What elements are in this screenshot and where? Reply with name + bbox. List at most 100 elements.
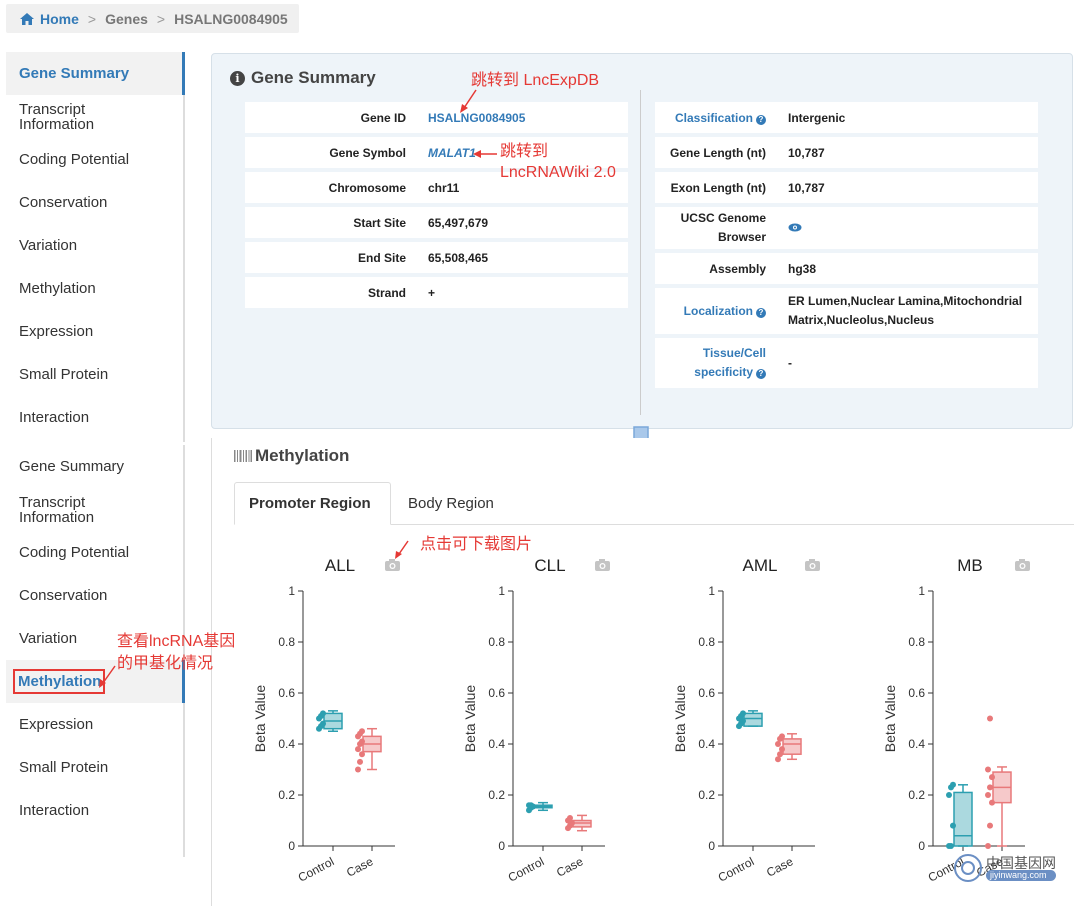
sidebar-item-transcript-information[interactable]: Transcript Information — [19, 493, 95, 526]
x-tick-label: Case — [344, 854, 376, 880]
annotation-methylation-2: 的甲基化情况 — [117, 655, 214, 672]
chart-aml: AML 0 0.2 0.4 0.6 0.8 1 Beta Value Control Case — [672, 556, 820, 885]
data-point — [989, 799, 995, 806]
summary-key: Chromosome — [328, 180, 406, 195]
sidebar-item-gene-summary[interactable]: Gene Summary — [6, 52, 185, 95]
data-point — [987, 715, 993, 722]
data-point — [987, 784, 993, 791]
breadcrumb-genes[interactable]: Genes — [105, 10, 148, 27]
summary-value: hg38 — [788, 261, 817, 276]
data-point — [948, 843, 954, 849]
y-tick-label: 0 — [498, 839, 505, 853]
y-tick-label: 0.4 — [698, 737, 715, 751]
x-tick-label: Control — [506, 854, 547, 885]
summary-value: 65,508,465 — [428, 250, 489, 265]
tab-promoter-region[interactable]: Promoter Region — [234, 482, 391, 525]
y-tick-label: 0.4 — [908, 737, 925, 751]
y-tick-label: 0.2 — [908, 788, 925, 802]
sidebar-item-conservation[interactable]: Conservation — [19, 194, 108, 211]
sidebar-item-interaction[interactable]: Interaction — [19, 802, 90, 819]
annotation-lncexpdb: 跳转到 LncExpDB — [471, 72, 600, 89]
breadcrumb-current: HSALNG0084905 — [174, 10, 288, 27]
y-tick-label: 0 — [918, 839, 925, 853]
sidebar-item-methylation[interactable]: Methylation — [6, 660, 185, 703]
sidebar-item-variation[interactable]: Variation — [19, 630, 78, 647]
data-point — [359, 738, 365, 745]
sidebar-item-expression[interactable]: Expression — [19, 716, 94, 733]
camera-icon[interactable] — [385, 559, 400, 571]
y-tick-label: 1 — [498, 584, 505, 598]
sidebar-item-interaction[interactable]: Interaction — [19, 409, 90, 426]
chart-cll: CLL 0 0.2 0.4 0.6 0.8 1 Beta Value Control Case — [462, 556, 610, 885]
sidebar-item-expression[interactable]: Expression — [19, 323, 94, 340]
box-case — [362, 727, 382, 771]
watermark-url: jiyinwang.com — [986, 869, 1056, 881]
summary-row: Localization? ER Lumen,Nuclear Lamina,Mit… — [655, 288, 1038, 334]
sidebar-item-small-protein[interactable]: Small Protein — [19, 366, 109, 383]
sidebar-item-conservation[interactable]: Conservation — [19, 587, 108, 604]
summary-value[interactable]: MALAT1 — [428, 145, 476, 160]
sidebar-item-gene-summary[interactable]: Gene Summary — [19, 458, 125, 475]
y-tick-label: 0.4 — [488, 737, 505, 751]
y-tick-label: 0.8 — [698, 635, 715, 649]
summary-value: 10,787 — [788, 180, 825, 195]
summary-row: Chromosome chr11 — [245, 172, 628, 203]
y-tick-label: 0 — [288, 839, 295, 853]
chart-title: ALL — [325, 556, 355, 575]
sidebar-item-methylation[interactable]: Methylation — [19, 280, 96, 297]
methylation-panel: Methylation Promoter Region Body Region — [211, 438, 1074, 906]
data-point — [779, 733, 785, 740]
annotation-arrow — [473, 150, 497, 158]
methylation-highlight: Methylation — [13, 669, 106, 694]
box-case — [992, 766, 1012, 847]
summary-row: End Site 65,508,465 — [245, 242, 628, 273]
data-point — [320, 720, 326, 727]
data-point — [950, 781, 956, 788]
sidebar-item-variation[interactable]: Variation — [19, 237, 78, 254]
box-control — [323, 710, 343, 732]
sidebar-item-transcript-information[interactable]: Transcript Information — [19, 100, 95, 133]
eye-icon[interactable] — [788, 223, 802, 232]
help-icon[interactable]: ? — [756, 114, 766, 125]
summary-value[interactable]: HSALNG0084905 — [428, 110, 526, 125]
y-tick-label: 0.4 — [278, 737, 295, 751]
sidebar-item-small-protein[interactable]: Small Protein — [19, 759, 109, 776]
data-point — [946, 792, 952, 798]
help-icon[interactable]: ? — [756, 369, 766, 379]
summary-key: Classification? — [655, 111, 780, 125]
camera-icon[interactable] — [1015, 559, 1030, 571]
camera-icon[interactable] — [595, 559, 610, 571]
watermark: 中国基因网 jiyinwang.com — [953, 850, 1071, 886]
y-tick-label: 1 — [708, 584, 715, 598]
sidebar-item-coding-potential[interactable]: Coding Potential — [19, 544, 130, 561]
tab-body-region[interactable]: Body Region — [408, 495, 494, 512]
y-tick-label: 0.6 — [698, 686, 715, 700]
help-icon[interactable]: ? — [756, 308, 766, 318]
home-icon — [20, 12, 34, 25]
camera-icon[interactable] — [805, 559, 820, 571]
summary-key: Tissue/Cell specificity? — [694, 346, 766, 379]
summary-key: Exon Length (nt) — [670, 180, 766, 195]
divider — [640, 90, 641, 415]
summary-key: Start Site — [353, 215, 406, 230]
summary-row: Gene Symbol MALAT1 — [245, 137, 628, 168]
summary-value: 65,497,679 — [428, 215, 489, 230]
y-tick-label: 0 — [708, 839, 715, 853]
summary-key: Gene Symbol — [329, 145, 406, 160]
sidebar-item-coding-potential[interactable]: Coding Potential — [19, 151, 130, 168]
summary-value: ER Lumen,Nuclear Lamina,Mitochondrial Ma… — [788, 294, 1023, 327]
y-tick-label: 0.6 — [908, 686, 925, 700]
gene-summary-title: i Gene Summary — [230, 68, 376, 88]
sidebar-top: Gene Summary Transcript Information Coding… — [6, 52, 185, 442]
methylation-tabs: Promoter Region Body Region — [234, 482, 1074, 525]
barcode-icon — [234, 450, 252, 462]
y-tick-label: 0.2 — [278, 788, 295, 802]
breadcrumb-separator: > — [87, 10, 97, 27]
breadcrumb-home[interactable]: Home — [40, 10, 79, 27]
y-tick-label: 0.8 — [278, 635, 295, 649]
summary-row: Assembly hg38 — [655, 253, 1038, 284]
data-point — [359, 751, 365, 758]
summary-row: UCSC Genome Browser — [655, 207, 1038, 249]
summary-value[interactable] — [780, 221, 1038, 235]
data-point — [777, 751, 783, 758]
